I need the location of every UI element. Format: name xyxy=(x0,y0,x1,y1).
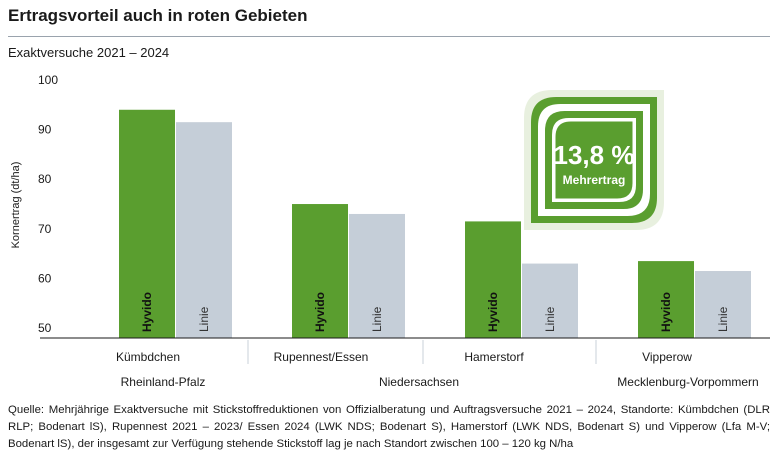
bar-series-label: Hyvido xyxy=(486,292,500,332)
source-note: Quelle: Mehrjährige Exaktversuche mit St… xyxy=(8,404,770,450)
y-tick-label: 70 xyxy=(38,222,52,236)
y-tick-label: 50 xyxy=(38,321,52,335)
bar-hyvido-vipperow xyxy=(638,261,694,338)
x-tick-label: Hamerstorf xyxy=(464,350,524,364)
chart-title: Ertragsvorteil auch in roten Gebieten xyxy=(8,6,308,25)
x-tick-label: Vipperow xyxy=(642,350,692,364)
bar-hyvido-k-mbdchen xyxy=(119,109,175,339)
bar-linie-vipperow xyxy=(695,271,751,338)
bar-linie-k-mbdchen xyxy=(176,122,232,338)
bars: Hyvido Hyvido Hyvido Hyvido Linie Linie Linie L… xyxy=(119,109,751,339)
bar-linie-rupennest-essen xyxy=(349,213,405,338)
badge-label: Mehrertrag xyxy=(563,173,626,187)
bar-series-label: Linie xyxy=(370,306,384,332)
bar-hyvido-hamerstorf xyxy=(465,221,521,338)
bar-series-label: Linie xyxy=(543,306,557,332)
region-label: Mecklenburg-Vorpommern xyxy=(617,375,758,389)
y-tick-label: 90 xyxy=(38,123,52,137)
badge-core xyxy=(555,121,633,199)
bar-series-label: Linie xyxy=(197,306,211,332)
x-tick-label: Kümbdchen xyxy=(116,350,180,364)
y-axis: 50 60 70 80 90 100 xyxy=(38,73,58,335)
title-divider xyxy=(8,36,770,37)
bar-hyvido-rupennest-essen xyxy=(292,204,348,338)
mehrertrag-badge: 13,8 % Mehrertrag xyxy=(524,90,664,230)
region-label: Niedersachsen xyxy=(379,375,459,389)
bar-series-label: Linie xyxy=(716,306,730,332)
bar-linie-hamerstorf xyxy=(522,263,578,338)
x-axis: Kümbdchen Rupennest/Essen Hamerstorf Vipper… xyxy=(116,340,759,389)
y-tick-label: 80 xyxy=(38,172,52,186)
x-tick-label: Rupennest/Essen xyxy=(274,350,369,364)
badge-value: 13,8 % xyxy=(554,140,635,170)
bar-series-label: Hyvido xyxy=(140,292,154,332)
y-tick-label: 100 xyxy=(38,73,58,87)
bar-series-label: Hyvido xyxy=(659,292,673,332)
chart-subtitle: Exaktversuche 2021 – 2024 xyxy=(8,45,170,60)
region-label: Rheinland-Pfalz xyxy=(121,375,206,389)
bar-series-label: Hyvido xyxy=(313,292,327,332)
y-axis-label: Kornertrag (dt/ha) xyxy=(10,162,22,249)
y-tick-label: 60 xyxy=(38,271,52,285)
